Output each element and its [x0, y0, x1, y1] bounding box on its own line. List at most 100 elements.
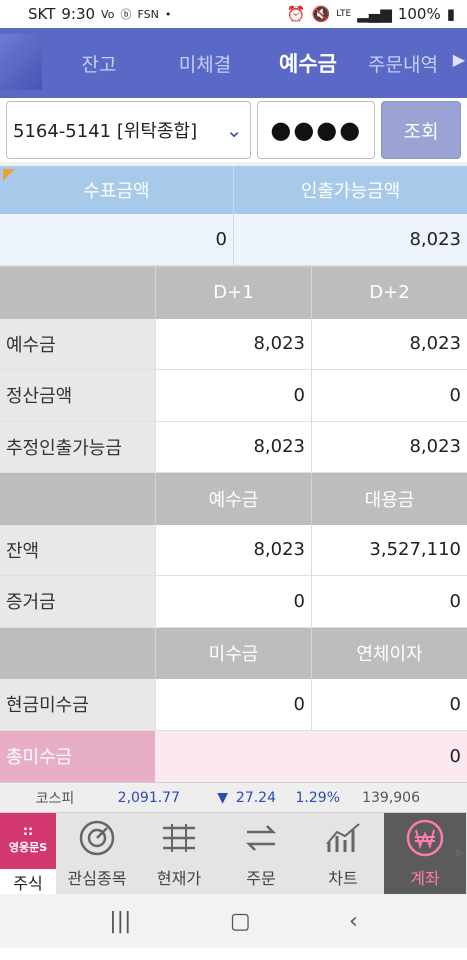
android-nav-bar: ||| ▢ ‹ — [0, 894, 467, 948]
nav-chart[interactable]: 차트 — [302, 813, 384, 894]
carrier-label: SKT — [28, 5, 56, 23]
check-amount-value: 0 — [215, 229, 227, 250]
tab-order-history[interactable]: 주문내역 — [368, 53, 438, 76]
cell-value: 0 — [311, 576, 467, 627]
table-row: 현금미수금 0 0 — [0, 679, 467, 731]
summary-values: 0 8,023 — [0, 214, 467, 266]
table-row: 잔액 8,023 3,527,110 — [0, 524, 467, 576]
cell-value: 0 — [311, 679, 467, 730]
nav-order[interactable]: 주문 — [220, 813, 302, 894]
grid-dots-icon: ∷ — [23, 825, 33, 840]
app-logo: ∷ 영웅문S — [0, 813, 56, 869]
chart-icon — [320, 815, 366, 861]
won-icon — [402, 815, 448, 861]
col-deposit: 예수금 — [155, 473, 311, 525]
withdrawable-value: 8,023 — [233, 214, 467, 265]
total-label: 총미수금 — [0, 730, 155, 782]
cell-value: 0 — [155, 370, 311, 421]
back-icon[interactable]: ‹ — [348, 908, 358, 934]
chevron-down-icon: ⌄ — [225, 118, 243, 142]
index-name: 코스피 — [35, 790, 75, 807]
cell-value: 8,023 — [311, 421, 467, 472]
check-amount-header: 수표금액 — [83, 181, 150, 202]
nav-current-price[interactable]: 현재가 — [138, 813, 220, 894]
battery-icon: ▮ — [446, 5, 455, 23]
account-row: 5164-5141 [위탁종합] ⌄ ●●●● 조회 — [0, 98, 467, 162]
order-exchange-icon — [238, 815, 284, 861]
dot-icon: • — [164, 7, 172, 21]
nav-account[interactable]: 계좌 — [384, 813, 466, 894]
recent-apps-icon[interactable]: ||| — [109, 908, 132, 934]
home-icon[interactable]: ▢ — [229, 908, 251, 934]
status-bar: SKT 9:30 Vo ⓑ FSN • ⏰ 🔇 LTE ▂▄▆ 100% ▮ — [0, 0, 467, 28]
index-percent: 1.29% — [295, 789, 340, 806]
index-volume: 139,906 — [362, 789, 420, 806]
row-label: 현금미수금 — [0, 679, 155, 730]
cell-value: 8,023 — [311, 318, 467, 369]
grid-header-row: D+1 D+2 — [0, 267, 467, 319]
query-button[interactable]: 조회 — [381, 101, 461, 159]
nav-label: 주문 — [246, 869, 276, 888]
total-value: 0 — [155, 730, 467, 782]
total-unpaid-row: 총미수금 0 — [0, 730, 467, 782]
bottom-nav: ∷ 영웅문S 주식 관심종목 현재가 주문 차트 계좌 ▶ — [0, 812, 467, 894]
stock-menu-button[interactable]: ∷ 영웅문S 주식 — [0, 813, 56, 894]
cell-value: 8,023 — [155, 318, 311, 369]
cell-value: 0 — [155, 576, 311, 627]
b-icon: ⓑ — [120, 8, 132, 21]
table-row: 증거금 0 0 — [0, 576, 467, 628]
password-field[interactable]: ●●●● — [257, 101, 376, 159]
summary-header: 수표금액 인출가능금액 — [0, 162, 467, 214]
volte-icon: Vo — [101, 7, 115, 21]
logo-text: 영웅문S — [8, 841, 48, 854]
account-number: 5164-5141 [위탁종합] — [13, 121, 198, 142]
cell-value: 0 — [155, 679, 311, 730]
index-change: 27.24 — [235, 789, 276, 806]
row-label: 예수금 — [0, 318, 155, 369]
down-arrow-icon: ▼ — [217, 789, 228, 806]
heart-target-icon — [74, 815, 120, 861]
stock-menu-label: 주식 — [13, 874, 43, 893]
menu-back-button[interactable] — [0, 28, 46, 98]
cell-value: 3,527,110 — [311, 524, 467, 575]
price-list-icon — [156, 815, 202, 861]
tab-deposit[interactable]: 예수금 — [279, 52, 337, 76]
tab-bar: 잔고 미체결 예수금 주문내역 ▶ — [0, 28, 467, 98]
cell-value: 8,023 — [155, 421, 311, 472]
grid-header-row: 미수금 연체이자 — [0, 627, 467, 679]
col-d2: D+2 — [311, 267, 467, 319]
row-label: 정산금액 — [0, 370, 155, 421]
nav-more-icon[interactable]: ▶ — [455, 845, 465, 859]
row-label: 추정인출가능금 — [0, 421, 155, 472]
tab-unfilled[interactable]: 미체결 — [178, 53, 232, 76]
lte-icon: LTE — [336, 9, 352, 19]
tab-scroll-right-icon[interactable]: ▶ — [452, 50, 465, 69]
alarm-icon: ⏰ — [286, 5, 306, 23]
table-row: 정산금액 0 0 — [0, 370, 467, 422]
row-label: 증거금 — [0, 576, 155, 627]
table-row: 추정인출가능금 8,023 8,023 — [0, 421, 467, 473]
nav-label: 계좌 — [410, 869, 440, 888]
row-label: 잔액 — [0, 524, 155, 575]
table-row: 예수금 8,023 8,023 — [0, 318, 467, 370]
clock: 9:30 — [61, 5, 96, 23]
nav-watchlist[interactable]: 관심종목 — [56, 813, 138, 894]
index-value: 2,091.77 — [117, 789, 180, 806]
withdrawable-header: 인출가능금액 — [233, 166, 467, 214]
cell-value: 0 — [311, 370, 467, 421]
market-ticker[interactable]: 코스피 2,091.77 ▼ 27.24 1.29% 139,906 — [0, 782, 467, 812]
cell-value: 8,023 — [155, 524, 311, 575]
grid-header-row: 예수금 대용금 — [0, 473, 467, 525]
col-unpaid: 미수금 — [155, 627, 311, 679]
fsn-icon: FSN — [137, 7, 159, 21]
mute-icon: 🔇 — [311, 5, 331, 23]
signal-icon: ▂▄▆ — [357, 5, 392, 23]
col-substitute: 대용금 — [311, 473, 467, 525]
nav-label: 차트 — [328, 869, 358, 888]
battery-level: 100% — [397, 5, 441, 23]
col-overdue-interest: 연체이자 — [311, 627, 467, 679]
corner-marker-icon — [3, 169, 15, 181]
tab-balance[interactable]: 잔고 — [81, 53, 117, 76]
account-select[interactable]: 5164-5141 [위탁종합] ⌄ — [6, 101, 252, 159]
nav-label: 현재가 — [156, 869, 202, 888]
